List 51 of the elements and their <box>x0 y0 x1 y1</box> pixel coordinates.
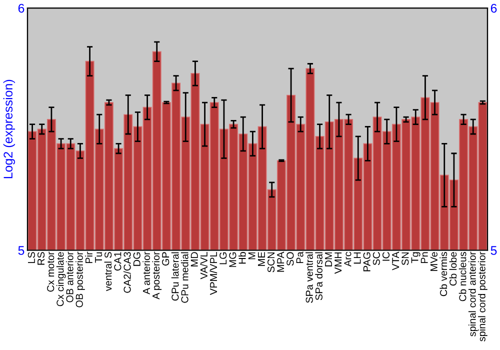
x-tick-label: MPA <box>277 252 284 272</box>
x-tick-label: Cx cingulate <box>56 252 66 306</box>
x-tick-label: MVe <box>430 252 438 271</box>
x-tick-label: spinal cord posterior <box>478 252 488 342</box>
x-tick-label: SC <box>372 252 380 266</box>
x-tick-label: VMH <box>334 252 342 274</box>
x-tick-label: Cx motor <box>47 252 54 292</box>
x-tick-label: SN <box>402 252 409 266</box>
x-tick-label: A posterior <box>152 252 162 300</box>
x-tick-label: SPa dorsal <box>315 252 322 300</box>
x-tick-label: Pa <box>296 252 304 264</box>
x-tick-label: OB posterior <box>76 252 85 308</box>
x-tick-label: LS <box>28 252 35 264</box>
x-tick-label: MG <box>229 252 236 267</box>
x-tick-label: SPa ventral <box>306 252 313 303</box>
y2-tick-label: 5 <box>490 246 497 255</box>
x-tick-label: ventral S <box>104 252 112 292</box>
x-tick-label: M <box>248 252 256 260</box>
x-tick-label: PAG <box>363 252 370 272</box>
x-tick-label: DG <box>133 252 140 266</box>
x-tick-label: OB anterior <box>66 252 74 302</box>
x-tick-label: SCN <box>267 252 275 272</box>
x-tick-label: MD <box>190 252 198 266</box>
x-tick-label: Tu <box>95 252 102 263</box>
x-tick-label: Hb <box>238 252 246 264</box>
x-tick-label: Cb lobe <box>449 252 457 286</box>
x-tick-label: Arc <box>344 252 352 267</box>
x-tick-label: A anterior <box>142 252 150 294</box>
x-tick-label: CA1 <box>114 252 122 271</box>
y-axis-title: Log2 (expression) <box>3 80 15 178</box>
x-tick-label: spinal cord anterior <box>468 252 478 336</box>
y2-tick-label: 6 <box>490 4 497 13</box>
x-tick-label: Cb vermis <box>440 252 448 296</box>
x-tick-label: VTA <box>392 252 400 270</box>
x-tick-label: SO <box>286 252 294 266</box>
x-tick-label: CA2/CA3 <box>123 252 131 293</box>
x-tick-label: IC <box>382 252 390 261</box>
x-tick-label: LG <box>220 252 227 264</box>
x-tick-label: GP <box>162 252 170 266</box>
x-tick-label: Cb nucleus <box>458 252 466 302</box>
x-tick-label: RS <box>37 252 45 265</box>
x-tick-label: VA/VL <box>200 252 208 280</box>
x-tick-label: CPu medial <box>180 252 188 303</box>
x-tick-label: Pn <box>420 252 428 264</box>
x-tick-label: LH <box>354 252 361 264</box>
x-tick-label: DM <box>325 252 332 266</box>
x-tick-label: Tg <box>411 252 420 264</box>
x-tick-label: Pir <box>85 252 92 264</box>
x-tick-label: VPM/VPL <box>210 252 218 295</box>
x-tick-label: ME <box>258 252 265 266</box>
x-tick-label: CPu lateral <box>171 252 179 301</box>
